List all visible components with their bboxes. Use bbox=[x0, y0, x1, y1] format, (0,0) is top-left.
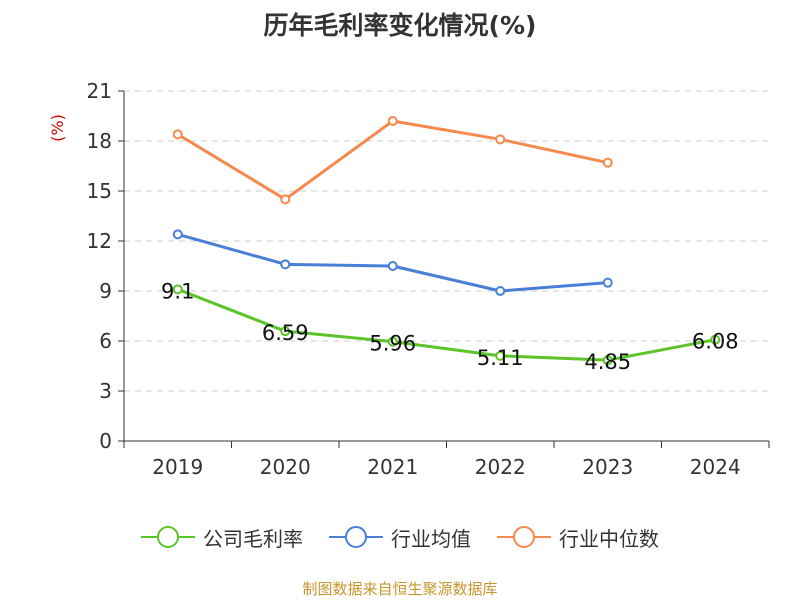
legend-label: 行业均值 bbox=[391, 526, 471, 551]
y-tick-label: 3 bbox=[99, 379, 112, 403]
data-point bbox=[602, 355, 613, 366]
data-point bbox=[280, 326, 291, 337]
data-point bbox=[387, 336, 398, 347]
legend-item-company-margin[interactable]: 公司毛利率 bbox=[141, 523, 303, 552]
data-point bbox=[495, 134, 506, 145]
x-tick-label: 2019 bbox=[152, 455, 203, 479]
data-point bbox=[710, 334, 721, 345]
data-label: 6.59 bbox=[262, 321, 309, 345]
legend-label: 公司毛利率 bbox=[203, 526, 303, 551]
data-label: 4.85 bbox=[584, 350, 631, 374]
y-axis-label: (%) bbox=[48, 114, 67, 142]
legend-line-circle-icon bbox=[329, 526, 383, 548]
legend-label: 行业中位数 bbox=[559, 526, 659, 551]
legend-item-industry-average[interactable]: 行业均值 bbox=[329, 523, 471, 552]
y-tick-label: 18 bbox=[87, 129, 112, 153]
y-tick-label: 12 bbox=[87, 229, 112, 253]
data-point bbox=[387, 261, 398, 271]
legend-line-circle-icon bbox=[497, 526, 551, 548]
chart-title: 历年毛利率变化情况(%) bbox=[263, 11, 537, 40]
data-point bbox=[602, 157, 613, 168]
x-tick-label: 2021 bbox=[367, 455, 418, 479]
source-note: 制图数据来自恒生聚源数据库 bbox=[302, 580, 498, 598]
data-point bbox=[495, 286, 506, 296]
data-point bbox=[172, 284, 183, 295]
data-point bbox=[172, 229, 183, 240]
y-tick-label: 0 bbox=[99, 429, 112, 453]
series-line bbox=[176, 119, 609, 201]
data-point bbox=[280, 194, 291, 205]
data-point bbox=[495, 350, 506, 361]
data-point bbox=[387, 116, 398, 126]
legend-item-industry-median[interactable]: 行业中位数 bbox=[497, 523, 659, 552]
y-tick-label: 15 bbox=[87, 179, 112, 203]
data-label: 5.96 bbox=[369, 332, 416, 356]
legend: 公司毛利率 行业均值 行业中位数 bbox=[0, 521, 800, 553]
data-label: 5.11 bbox=[477, 346, 524, 370]
data-label: 6.08 bbox=[692, 330, 739, 354]
x-tick-label: 2023 bbox=[582, 455, 633, 479]
x-tick-label: 2020 bbox=[260, 455, 311, 479]
x-tick-label: 2024 bbox=[690, 455, 741, 479]
y-tick-label: 6 bbox=[99, 329, 112, 353]
series-line bbox=[177, 287, 716, 362]
x-tick-label: 2022 bbox=[475, 455, 526, 479]
legend-line-circle-icon bbox=[141, 526, 195, 548]
y-tick-label: 21 bbox=[87, 79, 112, 103]
data-label: 9.1 bbox=[161, 279, 194, 303]
data-point bbox=[172, 129, 183, 140]
y-tick-label: 9 bbox=[99, 279, 112, 303]
data-point bbox=[602, 277, 613, 288]
data-point bbox=[280, 259, 291, 270]
